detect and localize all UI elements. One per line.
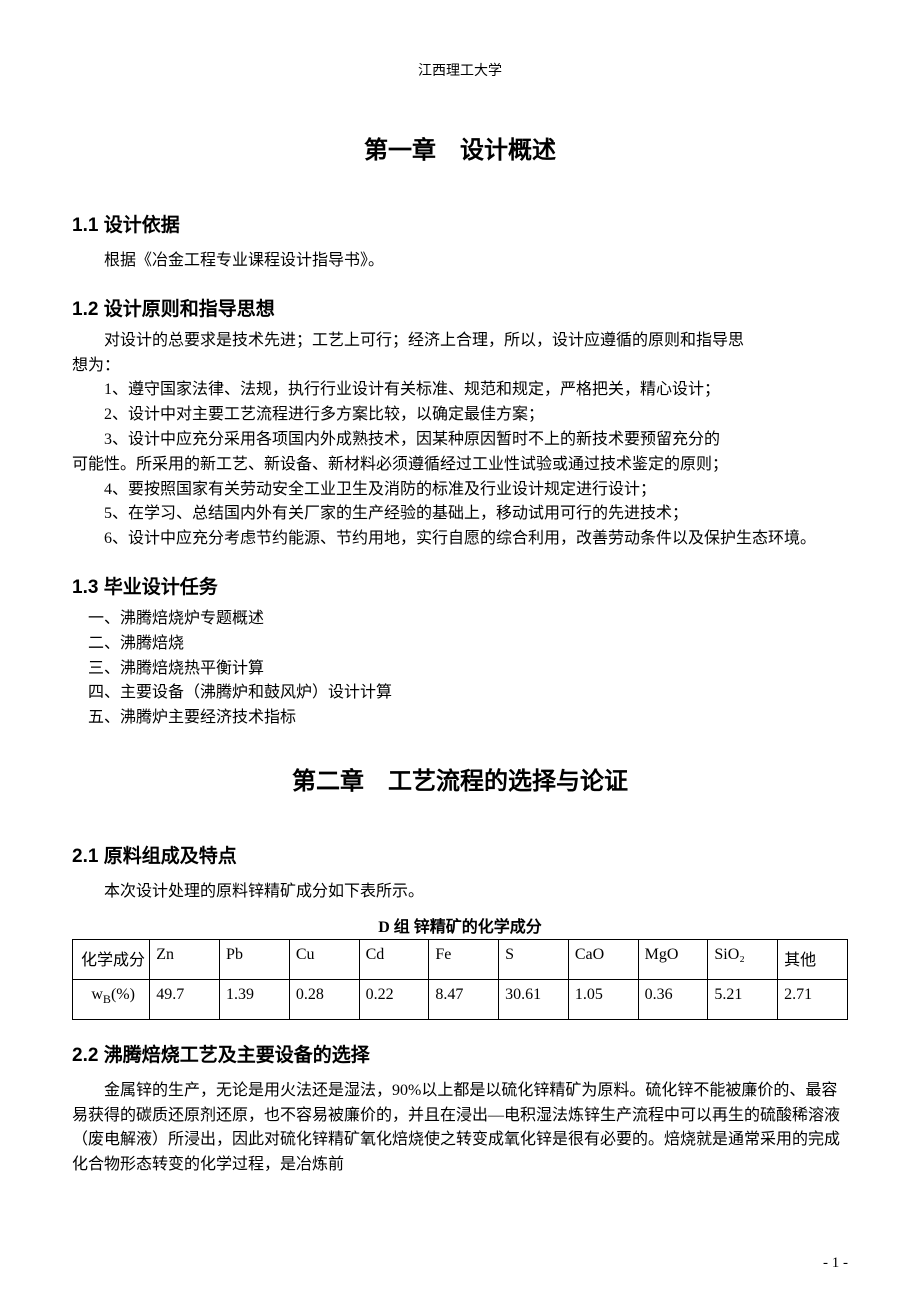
table-header-label: 化学成分 (73, 939, 150, 979)
list-item: 3、设计中应充分采用各项国内外成熟技术，因某种原因暂时不上的新技术要预留充分的 (72, 428, 848, 453)
list-item: 2、设计中对主要工艺流程进行多方案比较，以确定最佳方案； (72, 403, 848, 428)
table-col-header: Cd (359, 939, 429, 979)
table-col-header: CaO (568, 939, 638, 979)
section-1-3-tasks: 一、沸腾焙烧炉专题概述 二、沸腾焙烧 三、沸腾焙烧热平衡计算 四、主要设备（沸腾… (72, 607, 848, 731)
section-1-2-intro: 对设计的总要求是技术先进；工艺上可行；经济上合理，所以，设计应遵循的原则和指导思… (72, 329, 848, 379)
table-col-header: S (499, 939, 569, 979)
task-item: 五、沸腾炉主要经济技术指标 (72, 706, 848, 731)
table-header-row: 化学成分 Zn Pb Cu Cd Fe S CaO MgO SiO₂ 其他 (73, 939, 848, 979)
table-cell: 0.22 (359, 979, 429, 1019)
table-cell: 5.21 (708, 979, 778, 1019)
table-cell: 49.7 (150, 979, 220, 1019)
page-header-institution: 江西理工大学 (72, 60, 848, 80)
table-cell: 0.28 (289, 979, 359, 1019)
table-col-header: MgO (638, 939, 708, 979)
table-caption: D 组 锌精矿的化学成分 (72, 913, 848, 937)
section-1-2-intro-line1: 对设计的总要求是技术先进；工艺上可行；经济上合理，所以，设计应遵循的原则和指导思 (72, 329, 848, 354)
table-cell: 1.05 (568, 979, 638, 1019)
list-item: 4、要按照国家有关劳动安全工业卫生及消防的标准及行业设计规定进行设计； (72, 478, 848, 503)
table-col-header: 其他 (778, 939, 848, 979)
section-1-3-heading: 1.3 毕业设计任务 (72, 572, 848, 599)
list-item: 1、遵守国家法律、法规，执行行业设计有关标准、规范和规定，严格把关，精心设计； (72, 378, 848, 403)
page-number: - 1 - (823, 1255, 848, 1272)
composition-table: 化学成分 Zn Pb Cu Cd Fe S CaO MgO SiO₂ 其他 wB… (72, 939, 848, 1020)
table-col-header: Pb (220, 939, 290, 979)
section-2-2-heading: 2.2 沸腾焙烧工艺及主要设备的选择 (72, 1040, 848, 1067)
table-cell: 30.61 (499, 979, 569, 1019)
table-cell: 2.71 (778, 979, 848, 1019)
chapter-2-title: 第二章 工艺流程的选择与论证 (72, 761, 848, 796)
task-item: 一、沸腾焙烧炉专题概述 (72, 607, 848, 632)
table-data-row: wB(%) 49.7 1.39 0.28 0.22 8.47 30.61 1.0… (73, 979, 848, 1019)
table-col-header: Fe (429, 939, 499, 979)
table-row-label: wB(%) (73, 979, 150, 1019)
task-item: 四、主要设备（沸腾炉和鼓风炉）设计计算 (72, 681, 848, 706)
section-2-1-body: 本次设计处理的原料锌精矿成分如下表所示。 (72, 880, 848, 905)
table-cell: 0.36 (638, 979, 708, 1019)
section-2-1-heading: 2.1 原料组成及特点 (72, 841, 848, 868)
table-col-header: Zn (150, 939, 220, 979)
section-1-2-heading: 1.2 设计原则和指导思想 (72, 294, 848, 321)
table-col-header: Cu (289, 939, 359, 979)
section-1-1-body: 根据《冶金工程专业课程设计指导书》。 (72, 249, 848, 274)
chapter-1-title: 第一章 设计概述 (72, 130, 848, 165)
table-col-header: SiO₂ (708, 939, 778, 979)
section-1-2-list: 1、遵守国家法律、法规，执行行业设计有关标准、规范和规定，严格把关，精心设计； … (72, 378, 848, 552)
table-cell: 8.47 (429, 979, 499, 1019)
task-item: 三、沸腾焙烧热平衡计算 (72, 657, 848, 682)
section-1-2-intro-line2: 想为： (72, 354, 848, 379)
section-1-1-heading: 1.1 设计依据 (72, 210, 848, 237)
list-item-continuation: 可能性。所采用的新工艺、新设备、新材料必须遵循经过工业性试验或通过技术鉴定的原则… (72, 453, 848, 478)
task-item: 二、沸腾焙烧 (72, 632, 848, 657)
list-item: 5、在学习、总结国内外有关厂家的生产经验的基础上，移动试用可行的先进技术； (72, 502, 848, 527)
list-item: 6、设计中应充分考虑节约能源、节约用地，实行自愿的综合利用，改善劳动条件以及保护… (72, 527, 848, 552)
table-cell: 1.39 (220, 979, 290, 1019)
section-2-2-body: 金属锌的生产，无论是用火法还是湿法，90%以上都是以硫化锌精矿为原料。硫化锌不能… (72, 1079, 848, 1178)
